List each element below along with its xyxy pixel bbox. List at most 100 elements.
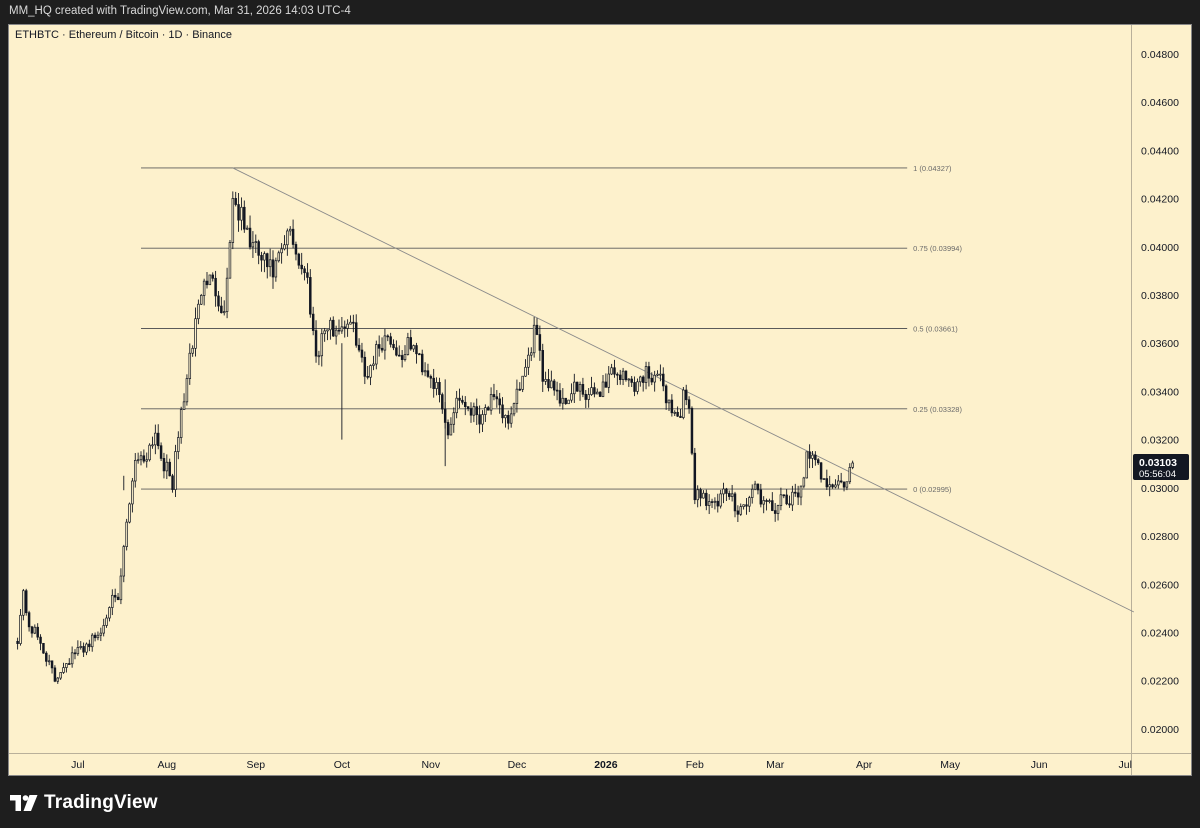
candle-body <box>165 461 169 472</box>
candle-body <box>728 493 731 497</box>
candle-body <box>113 594 117 598</box>
candle-body <box>260 254 263 261</box>
candle-body <box>461 399 464 403</box>
candle-body <box>501 404 504 419</box>
candle-body <box>42 642 45 654</box>
candle-body <box>211 274 214 279</box>
candle-body <box>340 326 344 332</box>
candle-body <box>222 311 226 314</box>
candle-body <box>449 423 453 436</box>
candle-body <box>300 264 303 270</box>
candle-body <box>762 500 765 505</box>
candle-body <box>555 389 559 392</box>
candle-body <box>245 227 249 230</box>
candle-body <box>105 617 108 626</box>
candle-body <box>185 378 189 403</box>
candle-body <box>518 388 522 391</box>
candle-body <box>188 352 192 379</box>
candle-body <box>217 295 220 307</box>
caption-text: MM_HQ created with TradingView.com, Mar … <box>9 5 351 17</box>
candle-body <box>156 432 160 447</box>
time-tick-label: Jul <box>1119 759 1132 771</box>
candle-body <box>722 488 725 495</box>
candle-body <box>633 382 636 392</box>
candle-body <box>354 322 358 346</box>
candle-body <box>765 500 768 502</box>
candle-body <box>27 612 31 628</box>
candle-body <box>825 478 829 488</box>
price-tick-label: 0.02200 <box>1141 676 1179 688</box>
candle-body <box>139 455 143 461</box>
candle-body <box>819 462 823 480</box>
candle-body <box>607 373 610 388</box>
candle-body <box>730 493 734 497</box>
last-price-badge <box>1133 454 1189 481</box>
candle-body <box>248 227 252 248</box>
candle-body <box>785 494 788 505</box>
bar-countdown: 05:56:04 <box>1139 469 1176 480</box>
candle-body <box>33 626 37 634</box>
candle-body <box>759 489 763 505</box>
candle-body <box>377 344 381 349</box>
candle-body <box>326 329 329 332</box>
price-tick-label: 0.03600 <box>1141 338 1179 350</box>
candle-body <box>369 365 372 378</box>
candle-body <box>36 626 39 638</box>
candle-body <box>409 337 412 350</box>
candle-body <box>134 460 137 482</box>
candle-body <box>469 408 473 416</box>
candle-body <box>535 324 539 335</box>
candle-body <box>88 643 91 648</box>
candle-body <box>693 452 697 501</box>
candle-body <box>618 374 622 381</box>
time-tick-label: May <box>940 759 961 771</box>
candle-body <box>564 397 567 405</box>
candle-body <box>99 632 103 636</box>
candle-body <box>357 344 361 351</box>
candle-body <box>782 494 786 497</box>
candle-body <box>656 373 659 376</box>
symbol-title: ETHBTC · Ethereum / Bitcoin · 1D · Binan… <box>15 29 233 41</box>
candle-body <box>805 451 808 479</box>
candle-body <box>736 510 740 515</box>
time-tick-label: Aug <box>157 759 176 771</box>
candle-body <box>842 481 846 488</box>
candle-body <box>323 330 326 335</box>
candle-body <box>828 484 831 488</box>
candle-body <box>162 458 166 472</box>
candle-body <box>363 356 367 377</box>
candle-body <box>85 643 88 653</box>
candle-body <box>484 407 487 415</box>
time-tick-label: Feb <box>686 759 704 771</box>
candle-body <box>380 347 384 351</box>
candle-body <box>50 660 54 669</box>
candle-body <box>311 313 315 331</box>
candle-body <box>274 260 278 278</box>
candle-body <box>148 444 151 461</box>
price-tick-label: 0.03800 <box>1141 290 1179 302</box>
candle-body <box>39 636 42 644</box>
candle-body <box>231 198 235 243</box>
price-chart[interactable]: 0.02000 0.02200 0.02400 0.02600 0.02800 0.030… <box>9 25 1191 775</box>
price-tick-label: 0.04000 <box>1141 242 1179 254</box>
chart-pane[interactable]: 0.02000 0.02200 0.02400 0.02600 0.02800 0.030… <box>8 24 1192 776</box>
candle-body <box>839 480 843 483</box>
time-tick-label: 2026 <box>594 759 618 771</box>
candle-body <box>613 367 616 375</box>
candle-body <box>464 401 467 407</box>
candle-body <box>822 478 826 480</box>
candle-body <box>159 445 163 459</box>
candle-body <box>142 455 146 462</box>
candle-body <box>79 646 82 648</box>
candle-body <box>24 590 28 614</box>
candle-body <box>102 625 105 634</box>
candle-body <box>283 244 286 250</box>
candle-body <box>329 319 332 331</box>
candle-body <box>788 503 791 506</box>
candle-body <box>151 444 154 447</box>
candle-body <box>288 228 292 232</box>
time-tick-label: Jul <box>71 759 84 771</box>
candle-body <box>420 353 424 373</box>
candle-body <box>504 414 507 419</box>
price-tick-label: 0.03000 <box>1141 483 1179 495</box>
